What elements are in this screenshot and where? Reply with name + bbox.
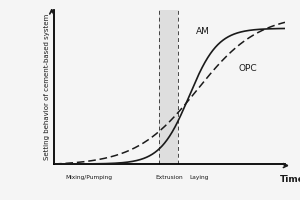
Bar [159,10,178,164]
Text: OPC: OPC [239,64,257,73]
Text: Mixing/Pumping: Mixing/Pumping [65,175,112,180]
Y-axis label: Setting behavior of cement-based system: Setting behavior of cement-based system [44,14,50,160]
Text: Extrusion: Extrusion [156,175,183,180]
Text: AM: AM [196,27,210,36]
Text: Laying: Laying [190,175,209,180]
Text: Time: Time [280,175,300,184]
